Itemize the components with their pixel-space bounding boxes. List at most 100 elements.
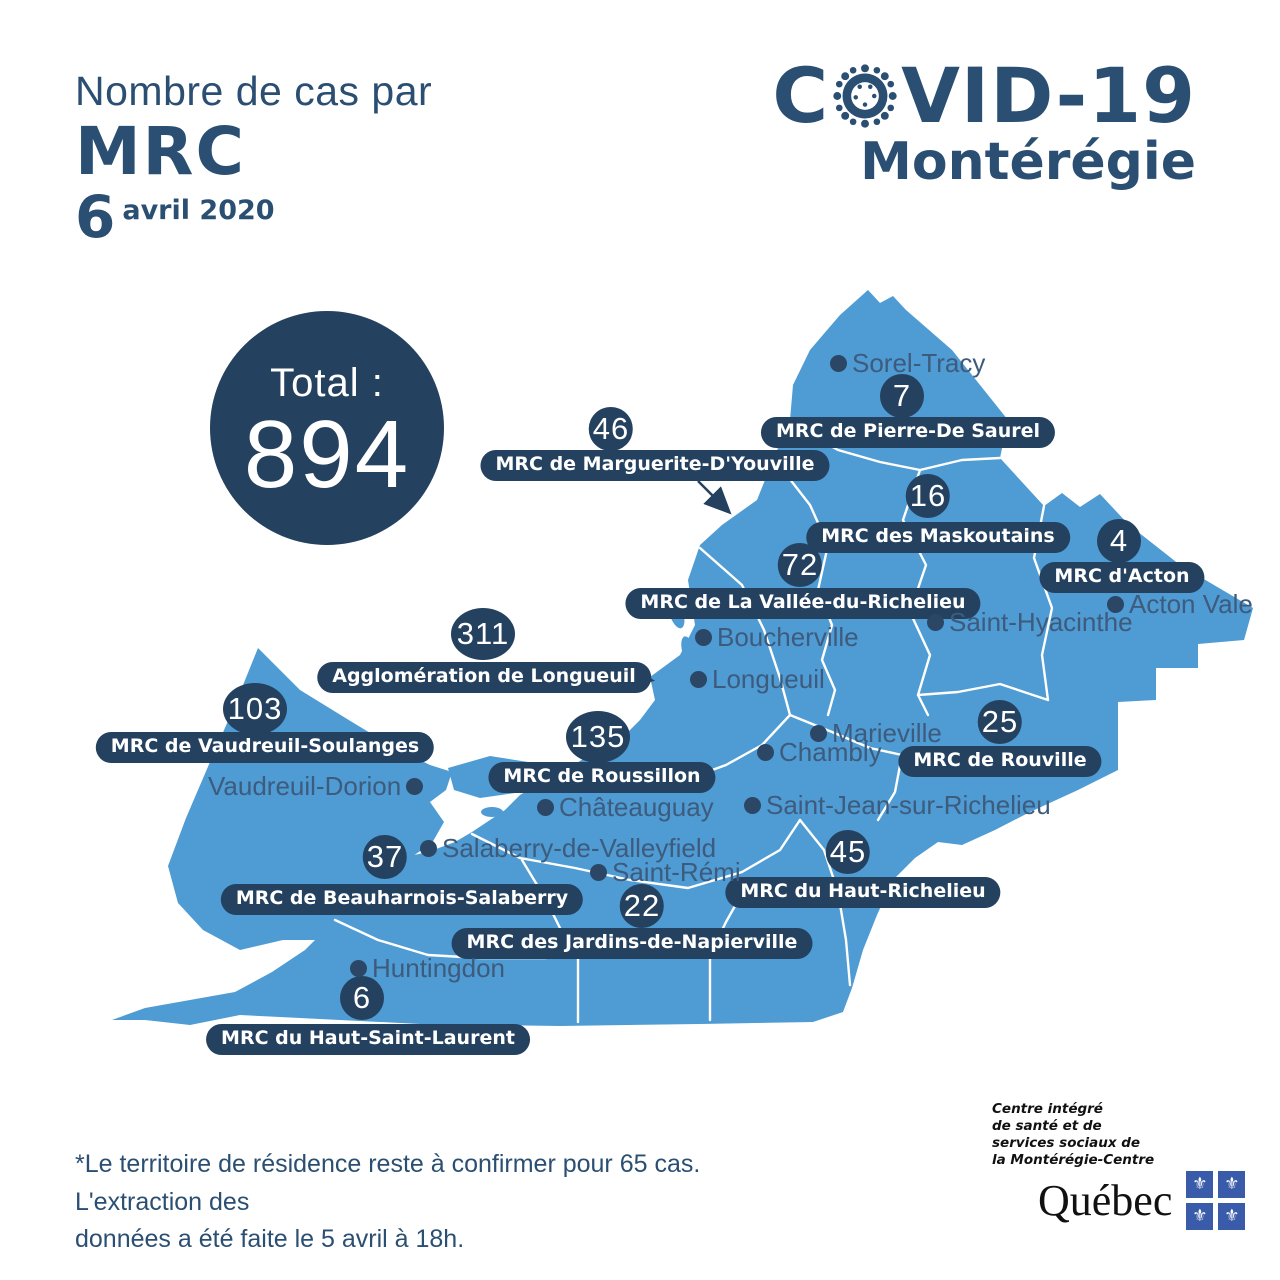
map-islet bbox=[513, 820, 529, 828]
mrc-label-pill: MRC des Maskoutains bbox=[806, 522, 1070, 553]
total-value: 894 bbox=[243, 401, 411, 508]
city-name: Huntingdon bbox=[372, 953, 505, 983]
report-date: 6 avril 2020 bbox=[75, 183, 432, 251]
city-dot bbox=[744, 796, 761, 814]
footnote: *Le territoire de résidence reste à conf… bbox=[75, 1146, 805, 1259]
mrc-label-pill: MRC de Marguerite-D'Youville bbox=[480, 450, 830, 481]
city-dot bbox=[695, 628, 712, 646]
city-name: Châteauguay bbox=[559, 792, 714, 822]
org-name-lines: Centre intégré de santé et de services soc… bbox=[992, 1101, 1245, 1169]
org-name-line: services sociaux de bbox=[992, 1134, 1141, 1151]
city-dot bbox=[350, 959, 367, 977]
map-islet bbox=[681, 636, 695, 664]
city-dot bbox=[406, 777, 424, 795]
case-count-badge: 6 bbox=[340, 976, 384, 1020]
mrc-label-pill: MRC de Pierre-De Saurel bbox=[760, 417, 1056, 448]
city-name: Sorel-Tracy bbox=[852, 348, 986, 378]
footnote-line2: données a été faite le 5 avril à 18h. bbox=[75, 1225, 465, 1253]
case-count-badge: 22 bbox=[619, 884, 665, 928]
fleur-de-lis-icon: ⚜ bbox=[1218, 1170, 1246, 1198]
fleur-de-lis-icon: ⚜ bbox=[1218, 1202, 1246, 1230]
case-count-badge: 135 bbox=[566, 711, 630, 763]
case-count-badge: 4 bbox=[1097, 519, 1141, 563]
covid-logo-vid19: VID-19 bbox=[901, 51, 1196, 140]
city-dot bbox=[927, 613, 944, 631]
city-name: Boucherville bbox=[717, 622, 859, 652]
title-line2: MRC bbox=[75, 113, 246, 190]
city-name: Acton Vale bbox=[1129, 589, 1253, 619]
org-name-line: de santé et de bbox=[992, 1117, 1102, 1134]
case-count-badge: 16 bbox=[905, 474, 951, 518]
mrc-label-pill: MRC de Roussillon bbox=[488, 762, 716, 793]
map-islet bbox=[481, 807, 503, 817]
fleur-de-lis-icon: ⚜ bbox=[1186, 1170, 1214, 1198]
mrc-label-pill: MRC du Haut-Saint-Laurent bbox=[206, 1024, 530, 1055]
case-count-badge: 7 bbox=[880, 374, 924, 418]
city-label: Châteauguay bbox=[537, 794, 714, 820]
date-month-year: avril 2020 bbox=[122, 195, 275, 226]
date-day: 6 bbox=[75, 183, 116, 251]
mrc-label-pill: MRC de La Vallée-du-Richelieu bbox=[625, 588, 981, 619]
fleur-de-lis-icon: ⚜ bbox=[1186, 1202, 1214, 1230]
city-label: Sorel-Tracy bbox=[830, 350, 985, 376]
city-label: Saint-Hyacinthe bbox=[927, 609, 1133, 635]
covid-logo-c: C bbox=[772, 51, 830, 140]
mrc-label-pill: Agglomération de Longueuil bbox=[317, 662, 651, 693]
city-name: Marieville bbox=[832, 718, 942, 748]
city-label: Huntingdon bbox=[350, 955, 505, 981]
title-line1: Nombre de cas par bbox=[75, 68, 433, 114]
total-cases-circle: Total : 894 bbox=[210, 311, 444, 545]
city-dot bbox=[420, 839, 437, 857]
city-label: Marieville bbox=[810, 720, 942, 746]
city-dot bbox=[810, 724, 827, 742]
city-label: Salaberry-de-Valleyfield bbox=[420, 835, 716, 861]
org-logo: Centre intégré de santé et de services soc… bbox=[992, 1101, 1246, 1230]
mrc-label-pill: MRC de Vaudreuil-Soulanges bbox=[95, 732, 435, 763]
city-label: Acton Vale bbox=[1107, 591, 1253, 617]
city-dot bbox=[830, 354, 847, 372]
mrc-label-pill: MRC des Jardins-de-Napierville bbox=[451, 928, 813, 959]
case-count-badge: 46 bbox=[588, 407, 634, 451]
city-label: Vaudreuil-Dorion bbox=[208, 771, 424, 801]
city-dot bbox=[537, 798, 554, 816]
city-name: Saint-Rémi bbox=[612, 857, 741, 887]
city-dot bbox=[1107, 595, 1124, 613]
case-count-badge: 72 bbox=[777, 543, 823, 587]
virus-icon bbox=[833, 64, 897, 128]
city-name: Salaberry-de-Valleyfield bbox=[442, 833, 717, 863]
city-name: Chambly bbox=[779, 737, 882, 767]
org-name-line: la Montérégie-Centre bbox=[992, 1151, 1155, 1168]
city-name: Longueuil bbox=[712, 664, 825, 694]
city-dot bbox=[590, 863, 607, 881]
case-count-badge: 37 bbox=[362, 835, 408, 879]
org-name-line: Centre intégré bbox=[992, 1101, 1103, 1117]
page-title: Nombre de cas par MRC 6 avril 2020 bbox=[75, 68, 433, 251]
city-name: Saint-Jean-sur-Richelieu bbox=[766, 790, 1051, 820]
case-count-badge: 25 bbox=[977, 700, 1023, 744]
quebec-flag-icon: ⚜ ⚜ ⚜ ⚜ bbox=[1186, 1170, 1246, 1230]
case-count-badge: 103 bbox=[223, 683, 287, 735]
mrc-label-pill: MRC du Haut-Richelieu bbox=[725, 877, 1001, 908]
city-name: Vaudreuil-Dorion bbox=[208, 771, 402, 801]
region-name: Montérégie bbox=[860, 132, 1196, 192]
covid-19-logo: C VID-19 Montérégie bbox=[772, 51, 1196, 193]
mrc-label-pill: MRC de Beauharnois-Salaberry bbox=[220, 884, 584, 915]
case-count-badge: 45 bbox=[825, 830, 871, 874]
city-label: Longueuil bbox=[690, 666, 825, 692]
map-mainland bbox=[112, 290, 1253, 1026]
city-label: Saint-Jean-sur-Richelieu bbox=[744, 792, 1051, 818]
city-dot bbox=[690, 670, 707, 688]
case-count-badge: 311 bbox=[451, 608, 515, 660]
city-name: Saint-Hyacinthe bbox=[949, 607, 1133, 637]
footnote-line1: *Le territoire de résidence reste à conf… bbox=[75, 1150, 701, 1216]
quebec-wordmark: Québec bbox=[1038, 1175, 1173, 1225]
city-label: Chambly bbox=[757, 739, 882, 765]
mrc-label-pill: MRC de Rouville bbox=[898, 746, 1102, 777]
mrc-label-pill: MRC d'Acton bbox=[1039, 562, 1205, 593]
city-dot bbox=[757, 743, 774, 761]
city-label: Saint-Rémi bbox=[590, 859, 741, 885]
city-label: Boucherville bbox=[695, 624, 859, 650]
total-label: Total : bbox=[270, 361, 384, 405]
